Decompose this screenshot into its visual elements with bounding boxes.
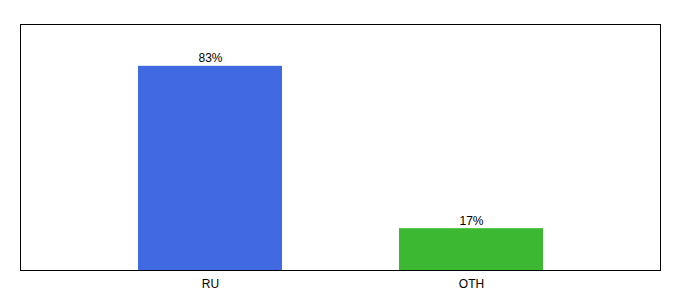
svg-text:RU: RU (202, 277, 219, 291)
svg-text:83%: 83% (198, 51, 222, 65)
svg-text:OTH: OTH (459, 277, 484, 291)
svg-text:17%: 17% (459, 214, 483, 228)
